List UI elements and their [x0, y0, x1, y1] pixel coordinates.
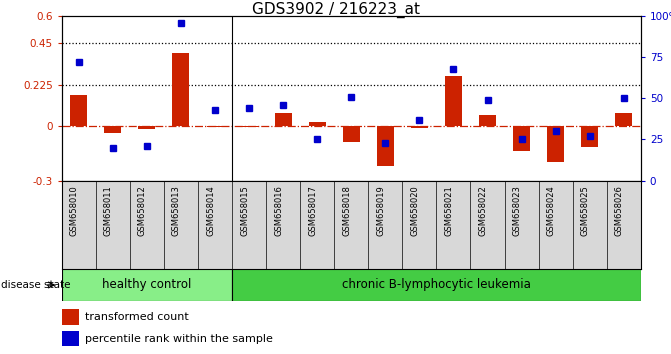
Bar [513, 126, 530, 151]
Bar [581, 126, 599, 147]
Bar [479, 115, 496, 126]
Text: GSM658026: GSM658026 [615, 185, 624, 236]
Text: GSM658019: GSM658019 [376, 185, 385, 236]
Bar [377, 126, 394, 166]
Text: GSM658021: GSM658021 [444, 185, 454, 236]
Bar [138, 126, 156, 129]
Bar [274, 113, 292, 126]
Text: chronic B-lymphocytic leukemia: chronic B-lymphocytic leukemia [342, 279, 531, 291]
Text: GSM658018: GSM658018 [342, 185, 352, 236]
Text: GSM658017: GSM658017 [308, 185, 317, 236]
Bar [309, 122, 325, 126]
Text: GSM658024: GSM658024 [547, 185, 556, 236]
Bar [241, 126, 258, 127]
Text: GSM658012: GSM658012 [138, 185, 147, 236]
Bar [62, 331, 79, 347]
FancyBboxPatch shape [232, 269, 641, 301]
Text: healthy control: healthy control [102, 279, 192, 291]
Text: GSM658010: GSM658010 [70, 185, 79, 236]
Bar [104, 126, 121, 133]
Bar [207, 126, 223, 127]
Bar [615, 113, 632, 126]
Text: GSM658014: GSM658014 [206, 185, 215, 236]
Bar [343, 126, 360, 142]
Bar [547, 126, 564, 162]
Bar [445, 76, 462, 126]
Text: transformed count: transformed count [85, 312, 189, 322]
FancyBboxPatch shape [62, 269, 232, 301]
Text: GDS3902 / 216223_at: GDS3902 / 216223_at [252, 2, 419, 18]
Text: GSM658016: GSM658016 [274, 185, 283, 236]
Bar [70, 95, 87, 126]
Text: GSM658022: GSM658022 [478, 185, 488, 236]
Text: percentile rank within the sample: percentile rank within the sample [85, 334, 273, 344]
Text: GSM658013: GSM658013 [172, 185, 181, 236]
Text: GSM658011: GSM658011 [104, 185, 113, 236]
Text: disease state: disease state [1, 280, 71, 290]
Text: GSM658015: GSM658015 [240, 185, 249, 236]
Bar [62, 309, 79, 325]
Bar [411, 126, 428, 129]
Text: GSM658023: GSM658023 [513, 185, 521, 236]
Bar [172, 52, 189, 126]
Text: GSM658020: GSM658020 [411, 185, 419, 236]
Text: GSM658025: GSM658025 [580, 185, 590, 236]
